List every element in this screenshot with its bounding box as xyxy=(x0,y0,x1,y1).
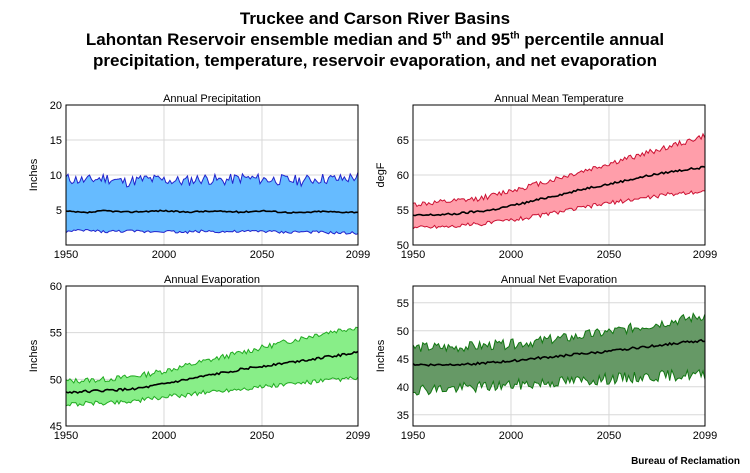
plot-frame xyxy=(412,104,706,246)
y-tick-label: 60 xyxy=(397,170,409,182)
title-line-2-part-a: Lahontan Reservoir ensemble median and 5 xyxy=(85,30,443,49)
percentile-band xyxy=(66,172,358,235)
y-axis-label: Inches xyxy=(28,339,40,372)
x-tick-label: 2099 xyxy=(693,430,717,442)
x-tick-label: 2099 xyxy=(346,430,370,442)
x-tick-label: 2099 xyxy=(693,249,717,261)
x-tick-label: 2050 xyxy=(597,249,621,261)
y-axis-label: Inches xyxy=(375,339,387,372)
series-line-95th xyxy=(412,132,706,208)
series-line-95th xyxy=(412,312,706,353)
title-line-2-sup-b: th xyxy=(510,30,520,42)
series-line-5th xyxy=(65,228,359,235)
chart-panel-4: 1950 2000 2050 2099 35 40 45 50 55 Annual Net Eva… xyxy=(375,274,717,442)
series-line-5th xyxy=(412,190,706,230)
series-line-95th xyxy=(65,172,359,188)
y-tick-label: 35 xyxy=(397,410,409,422)
plot-frame xyxy=(65,285,359,427)
y-tick-label: 10 xyxy=(50,170,62,182)
y-tick-label: 65 xyxy=(397,135,409,147)
chart-panel-3: 1950 2000 2050 2099 45 50 55 60 Annual Evaporati… xyxy=(28,274,370,442)
chart-title: Annual Precipitation xyxy=(163,93,261,105)
y-tick-label: 55 xyxy=(397,205,409,217)
y-axis-label: degF xyxy=(375,162,387,187)
y-tick-label: 50 xyxy=(397,326,409,338)
y-tick-label: 5 xyxy=(56,205,62,217)
y-tick-label: 50 xyxy=(50,374,62,386)
y-tick-label: 15 xyxy=(50,135,62,147)
x-tick-label: 2050 xyxy=(250,249,274,261)
figure-title: Truckee and Carson River Basins Lahontan… xyxy=(0,8,750,71)
chart-panel-2: 1950 2000 2050 2099 50 55 60 65 Annual Mean Temp… xyxy=(375,93,717,261)
title-line-2: Lahontan Reservoir ensemble median and 5… xyxy=(0,29,750,50)
chart-title: Annual Evaporation xyxy=(164,274,260,286)
x-tick-label: 2099 xyxy=(346,249,370,261)
x-tick-label: 1950 xyxy=(401,249,425,261)
x-tick-label: 2000 xyxy=(152,249,176,261)
x-tick-label: 1950 xyxy=(54,249,78,261)
series-line-5th xyxy=(65,376,359,407)
y-tick-label: 55 xyxy=(397,298,409,310)
series-line-5th xyxy=(413,368,706,396)
y-tick-label: 45 xyxy=(50,421,62,433)
series-line-95th xyxy=(65,326,359,384)
percentile-band xyxy=(66,327,358,406)
x-tick-label: 2000 xyxy=(499,249,523,261)
y-axis-label: Inches xyxy=(28,158,40,191)
y-tick-label: 55 xyxy=(50,328,62,340)
series-line-median xyxy=(65,209,358,214)
title-line-1: Truckee and Carson River Basins xyxy=(239,9,511,28)
y-tick-label: 50 xyxy=(397,240,409,252)
title-line-2-part-b: and 95 xyxy=(451,30,511,49)
x-tick-label: 2050 xyxy=(597,430,621,442)
credit-text: Bureau of Reclamation xyxy=(631,456,740,467)
y-tick-label: 60 xyxy=(50,281,62,293)
y-tick-label: 45 xyxy=(397,354,409,366)
plot-frame xyxy=(412,285,706,427)
y-tick-label: 20 xyxy=(50,100,62,112)
chart-title: Annual Mean Temperature xyxy=(494,93,623,105)
y-tick-label: 40 xyxy=(397,382,409,394)
title-line-2-sup-a: th xyxy=(442,30,452,42)
x-tick-label: 2000 xyxy=(152,430,176,442)
percentile-band xyxy=(413,313,705,395)
title-line-2-part-c: percentile annual xyxy=(519,30,665,49)
chart-panel-1: 1950 2000 2050 2099 5 10 15 20 Annual Precipitat… xyxy=(28,93,370,261)
x-tick-label: 2050 xyxy=(250,430,274,442)
x-tick-label: 1950 xyxy=(401,430,425,442)
series-line-median xyxy=(65,350,359,394)
title-line-3: precipitation, temperature, reservoir ev… xyxy=(93,51,657,70)
plot-frame xyxy=(65,104,359,246)
chart-title: Annual Net Evaporation xyxy=(501,274,617,286)
series-line-median xyxy=(412,338,706,367)
x-tick-label: 1950 xyxy=(54,430,78,442)
series-line-median xyxy=(412,165,706,217)
x-tick-label: 2000 xyxy=(499,430,523,442)
